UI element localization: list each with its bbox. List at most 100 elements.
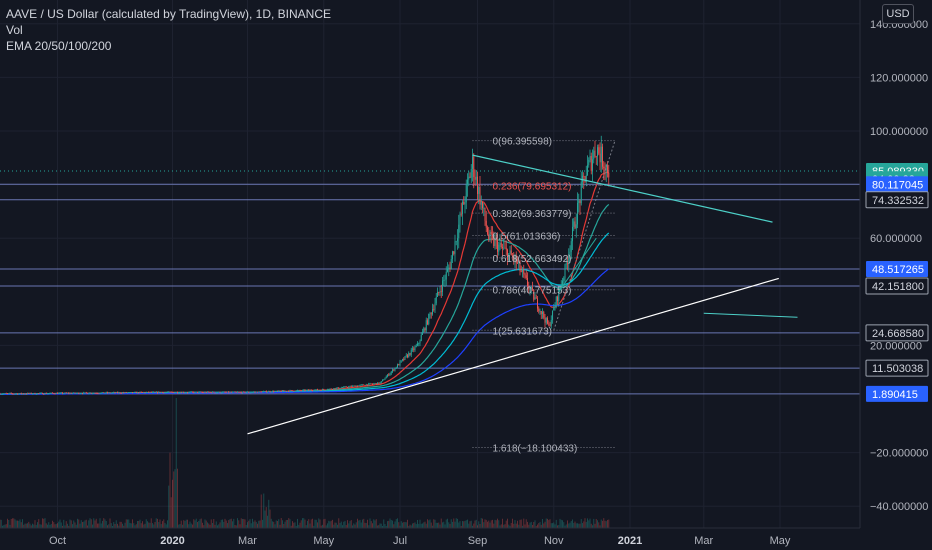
candle-body bbox=[384, 378, 386, 380]
candle-body bbox=[272, 391, 273, 392]
volume-bar bbox=[473, 523, 475, 528]
candle-body bbox=[227, 391, 228, 393]
candle-body bbox=[404, 356, 406, 360]
candle-body bbox=[478, 186, 480, 194]
volume-bar bbox=[469, 521, 471, 528]
candle-body bbox=[74, 392, 76, 394]
candle-body bbox=[598, 147, 600, 154]
volume-bar bbox=[294, 522, 296, 528]
candle-body bbox=[180, 392, 182, 394]
candle-body bbox=[594, 150, 596, 157]
time-tick-label: Oct bbox=[49, 535, 66, 547]
volume-bar bbox=[342, 525, 343, 528]
volume-bar bbox=[209, 524, 211, 528]
volume-bar bbox=[459, 521, 461, 528]
price-label-box bbox=[865, 191, 929, 209]
volume-bar bbox=[159, 519, 161, 528]
volume-bar bbox=[195, 518, 197, 528]
volume-bar bbox=[229, 519, 231, 528]
ema-indicator-label[interactable]: EMA 20/50/100/200 bbox=[6, 39, 112, 53]
candle-body bbox=[274, 391, 276, 392]
candle-body bbox=[418, 342, 420, 344]
volume-bar bbox=[304, 519, 306, 528]
candle-body bbox=[288, 390, 290, 392]
candle-body bbox=[300, 390, 302, 392]
candle-body bbox=[428, 314, 430, 325]
volume-bar bbox=[265, 507, 267, 528]
candle-body bbox=[255, 391, 257, 393]
price-label-text: 48.517265 bbox=[872, 264, 924, 276]
candle-body bbox=[195, 391, 197, 393]
volume-bar bbox=[182, 524, 183, 528]
volume-bar bbox=[537, 524, 538, 528]
candle-body bbox=[252, 392, 253, 393]
candle-body bbox=[279, 390, 281, 392]
chart-title: AAVE / US Dollar (calculated by TradingV… bbox=[6, 7, 332, 21]
candle-body bbox=[19, 393, 21, 394]
volume-bar bbox=[230, 518, 232, 528]
volume-bar bbox=[433, 519, 435, 528]
currency-button[interactable]: USD bbox=[882, 4, 914, 24]
candle-body bbox=[313, 390, 315, 392]
volume-bar bbox=[34, 520, 36, 528]
volume-bar bbox=[50, 523, 52, 528]
volume-bar bbox=[514, 520, 516, 528]
volume-bar bbox=[572, 519, 573, 528]
volume-bar bbox=[297, 518, 298, 528]
candle-body bbox=[559, 288, 561, 289]
volume-bar bbox=[255, 521, 257, 528]
candle-body bbox=[349, 386, 351, 387]
volume-bar bbox=[477, 525, 478, 528]
volume-bar bbox=[40, 524, 42, 528]
volume-bar bbox=[543, 523, 545, 528]
volume-bar bbox=[4, 524, 6, 528]
volume-bar bbox=[175, 398, 177, 528]
candle-body bbox=[305, 389, 307, 391]
candle-body bbox=[212, 391, 213, 393]
candle-body bbox=[588, 160, 590, 166]
candle-body bbox=[452, 251, 453, 259]
volume-bar bbox=[273, 521, 275, 528]
candle-body bbox=[570, 241, 572, 252]
volume-bar bbox=[147, 521, 148, 528]
candle-body bbox=[607, 164, 608, 173]
candle-body bbox=[68, 392, 70, 394]
volume-bar bbox=[240, 518, 242, 528]
fib-level-label: 0.618(52.663492) bbox=[493, 254, 572, 265]
volume-bar bbox=[43, 518, 45, 528]
candle-body bbox=[127, 392, 128, 394]
candle-body bbox=[532, 287, 533, 290]
volume-bar bbox=[353, 523, 355, 528]
candle-body bbox=[9, 393, 11, 394]
candle-body bbox=[53, 393, 55, 395]
volume-bar bbox=[418, 523, 420, 528]
candle-body bbox=[120, 393, 122, 394]
volume-bar bbox=[608, 519, 610, 528]
volume-indicator-label[interactable]: Vol bbox=[6, 23, 23, 37]
volume-bar bbox=[20, 522, 22, 528]
volume-bar bbox=[303, 518, 305, 528]
candle-body bbox=[557, 296, 558, 302]
volume-bar bbox=[569, 522, 571, 528]
candle-body bbox=[220, 392, 222, 394]
candle-body bbox=[298, 390, 300, 391]
candle-body bbox=[385, 376, 387, 379]
volume-bar bbox=[378, 525, 380, 528]
volume-bar bbox=[314, 519, 316, 528]
volume-bar bbox=[245, 524, 247, 528]
candle-body bbox=[128, 392, 130, 394]
candle-body bbox=[378, 382, 380, 384]
volume-bar bbox=[313, 525, 315, 528]
volume-bar bbox=[289, 519, 291, 528]
volume-bar bbox=[197, 522, 198, 528]
candle-body bbox=[17, 393, 18, 395]
candle-body bbox=[462, 201, 463, 214]
volume-bar bbox=[309, 523, 311, 528]
volume-bar bbox=[570, 520, 572, 528]
volume-bar bbox=[310, 519, 312, 528]
volume-bar bbox=[425, 523, 427, 528]
volume-bar bbox=[579, 523, 581, 528]
volume-bar bbox=[487, 521, 488, 528]
horizontal-levels bbox=[0, 170, 860, 395]
